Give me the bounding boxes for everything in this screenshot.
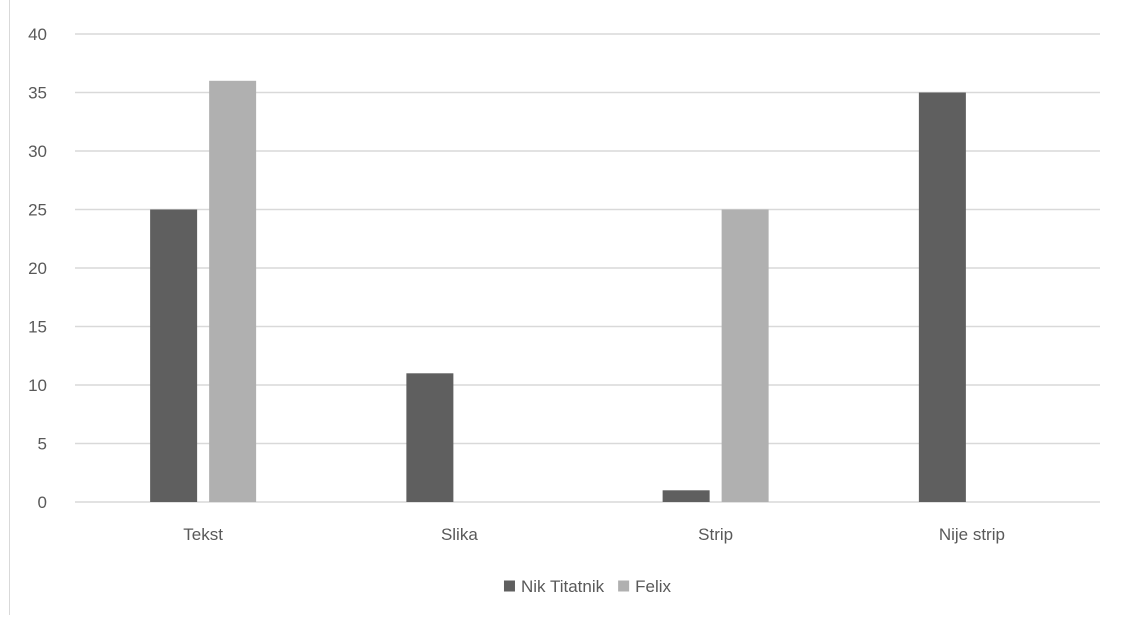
x-tick-label: Tekst [183,525,223,544]
y-tick-label: 5 [38,435,47,454]
y-axis-ticks: 0 5 10 15 20 25 30 35 40 [28,25,47,512]
y-tick-label: 20 [28,259,47,278]
legend: Nik Titatnik Felix [503,577,672,596]
y-tick-label: 15 [28,318,47,337]
bar-felix [209,80,257,503]
x-tick-label: Nije strip [939,525,1005,544]
bar-felix [721,209,769,502]
y-tick-label: 30 [28,142,47,161]
bars [150,80,966,503]
x-axis-ticks: Tekst Slika Strip Nije strip [183,525,1005,544]
y-tick-label: 25 [28,201,47,220]
y-tick-label: 40 [28,25,47,44]
legend-label: Felix [635,577,671,596]
legend-swatch [503,580,515,592]
chart-frame [9,0,1145,615]
legend-swatch [618,580,630,592]
y-tick-label: 0 [38,493,47,512]
x-tick-label: Slika [441,525,478,544]
bar-nik-titatnik [918,92,966,502]
bar-nik-titatnik [150,209,198,502]
legend-label: Nik Titatnik [521,577,605,596]
bar-nik-titatnik [406,373,454,502]
y-tick-label: 35 [28,84,47,103]
x-tick-label: Strip [698,525,733,544]
y-tick-label: 10 [28,376,47,395]
bar-nik-titatnik [662,490,710,502]
